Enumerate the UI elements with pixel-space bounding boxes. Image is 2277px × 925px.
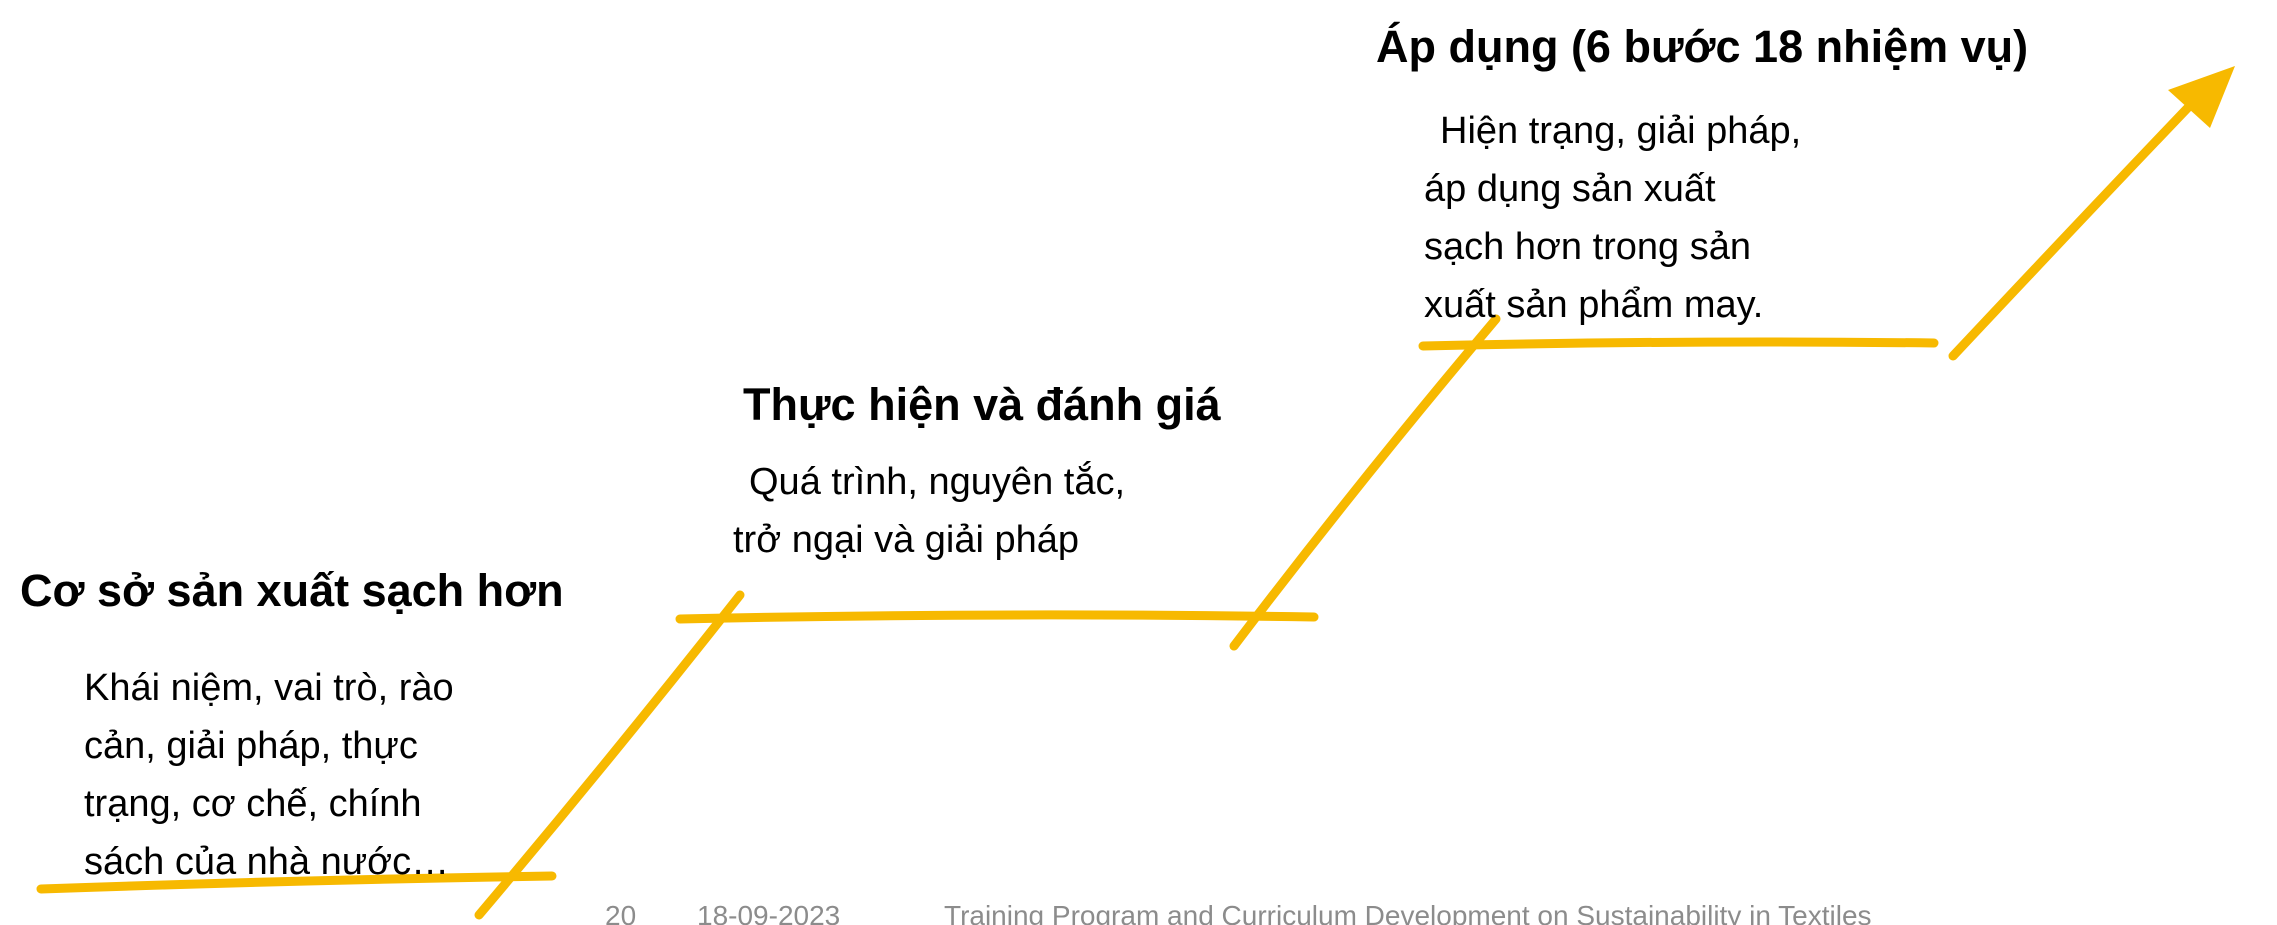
- footer-date: 18-09-2023: [697, 900, 840, 925]
- step-description: sạch hơn trong sản: [1424, 226, 1751, 268]
- step-description: áp dụng sản xuất: [1424, 168, 1716, 210]
- step-description: trở ngại và giải pháp: [733, 519, 1079, 561]
- staircase: [36, 66, 2235, 920]
- step-description: cản, giải pháp, thực: [84, 725, 418, 767]
- step-title: Cơ sở sản xuất sạch hơn: [20, 565, 564, 616]
- step-line: [675, 610, 1319, 624]
- footer-text: Training Program and Curriculum Developm…: [944, 900, 1872, 925]
- step-description: Hiện trạng, giải pháp,: [1440, 110, 1801, 152]
- page-number: 20: [605, 900, 636, 925]
- riser-line: [474, 590, 745, 920]
- riser-line: [1229, 314, 1501, 651]
- step-line: [1418, 337, 1939, 351]
- step-description: trạng, cơ chế, chính: [84, 783, 422, 825]
- step-line: [36, 871, 557, 894]
- arrow-head: [2168, 66, 2235, 128]
- riser-line: [1948, 90, 2205, 361]
- step-description: sách của nhà nước…: [84, 841, 449, 883]
- step-description: xuất sản phẩm may.: [1424, 284, 1763, 326]
- step-title: Áp dụng (6 bước 18 nhiệm vụ): [1376, 21, 2028, 72]
- step-description: Khái niệm, vai trò, rào: [84, 667, 454, 709]
- step-title: Thực hiện và đánh giá: [743, 379, 1222, 430]
- step-description: Quá trình, nguyên tắc,: [749, 460, 1125, 503]
